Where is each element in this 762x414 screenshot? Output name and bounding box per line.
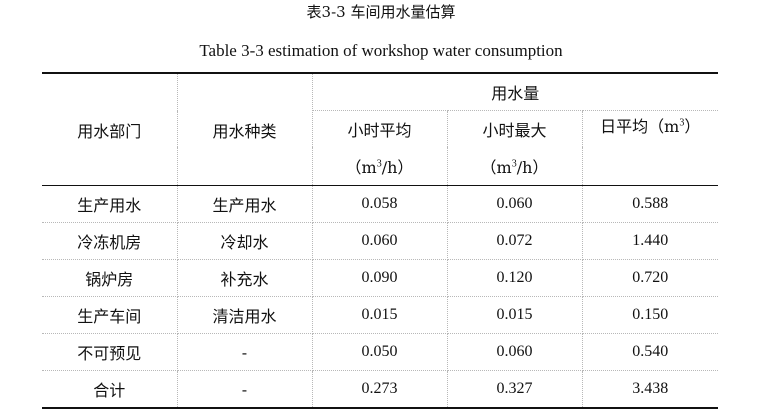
header-row-sub: 小时平均 小时最大 日平均（m3）: [42, 110, 718, 186]
cell-daily-avg: 3.438: [581, 370, 718, 409]
cell-daily-avg: 0.540: [581, 333, 718, 371]
cell-hourly-max: 0.327: [446, 370, 583, 409]
header-hourly-avg: 小时平均: [312, 110, 448, 147]
cell-hourly-avg: 0.015: [311, 296, 448, 334]
hourly-max-unit-sup: 3: [511, 158, 517, 170]
header-hourly-max: 小时最大: [446, 110, 583, 147]
cell-department: 不可预见: [42, 333, 178, 371]
cell-water-type: 冷却水: [176, 222, 313, 260]
cell-water-type: -: [176, 370, 313, 409]
header-daily-avg-label: 日平均（m: [600, 117, 680, 136]
header-hourly-avg-unit: （m3/h）: [312, 147, 448, 186]
cell-water-type: 生产用水: [176, 185, 313, 223]
header-daily-avg: 日平均（m3）: [581, 110, 718, 186]
cell-hourly-avg: 0.050: [311, 333, 448, 371]
header-daily-avg-close: ）: [684, 117, 701, 136]
cell-hourly-avg: 0.273: [311, 370, 448, 409]
cell-hourly-max: 0.120: [446, 259, 583, 297]
table-caption-chinese: 表3-3 车间用水量估算: [306, 3, 456, 21]
header-daily-avg-sup: 3: [679, 117, 685, 129]
table-row: 锅炉房 补充水 0.090 0.120 0.720: [42, 259, 718, 297]
table-row: 冷冻机房 冷却水 0.060 0.072 1.440: [42, 222, 718, 260]
cell-department: 锅炉房: [42, 259, 178, 297]
cell-department: 生产车间: [42, 296, 178, 334]
header-hourly-max-unit: （m3/h）: [446, 147, 582, 186]
table-row: 不可预见 - 0.050 0.060 0.540: [42, 333, 718, 371]
cell-department: 冷冻机房: [42, 222, 178, 260]
cell-daily-avg: 0.588: [581, 185, 718, 223]
cell-daily-avg: 1.440: [581, 222, 718, 260]
cell-hourly-avg: 0.060: [311, 222, 448, 260]
table-row: 生产车间 清洁用水 0.015 0.015 0.150: [42, 296, 718, 334]
header-row-units: （m3/h） （m3/h）: [42, 147, 718, 186]
cell-hourly-max: 0.060: [446, 333, 583, 371]
table-row: 生产用水 生产用水 0.058 0.060 0.588: [42, 185, 718, 223]
water-consumption-table: 用水部门 用水种类 用水量 小时平均 小时最大 日平均（m3） （m3/h） （…: [42, 72, 718, 409]
cell-hourly-avg: 0.090: [311, 259, 448, 297]
table-caption-english: Table 3-3 estimation of workshop water c…: [199, 41, 563, 60]
cell-water-type: -: [176, 333, 313, 371]
header-consumption-group: 用水量: [311, 72, 718, 111]
cell-water-type: 清洁用水: [176, 296, 313, 334]
hourly-max-unit-close: /h）: [516, 158, 549, 177]
header-department: 用水部门: [42, 72, 178, 186]
cell-hourly-max: 0.060: [446, 185, 583, 223]
cell-water-type: 补充水: [176, 259, 313, 297]
hourly-avg-unit-sup: 3: [376, 158, 382, 170]
header-water-type: 用水种类: [176, 72, 313, 186]
hourly-avg-unit-close: /h）: [381, 158, 414, 177]
hourly-avg-unit-open: （m: [345, 158, 377, 177]
cell-department: 合计: [42, 370, 178, 409]
cell-hourly-max: 0.072: [446, 222, 583, 260]
header-row-group: 用水部门 用水种类 用水量: [42, 72, 718, 186]
hourly-max-unit-open: （m: [480, 158, 512, 177]
cell-hourly-avg: 0.058: [311, 185, 448, 223]
cell-hourly-max: 0.015: [446, 296, 583, 334]
cell-daily-avg: 0.720: [581, 259, 718, 297]
cell-daily-avg: 0.150: [581, 296, 718, 334]
table-row-total: 合计 - 0.273 0.327 3.438: [42, 370, 718, 409]
cell-department: 生产用水: [42, 185, 178, 223]
